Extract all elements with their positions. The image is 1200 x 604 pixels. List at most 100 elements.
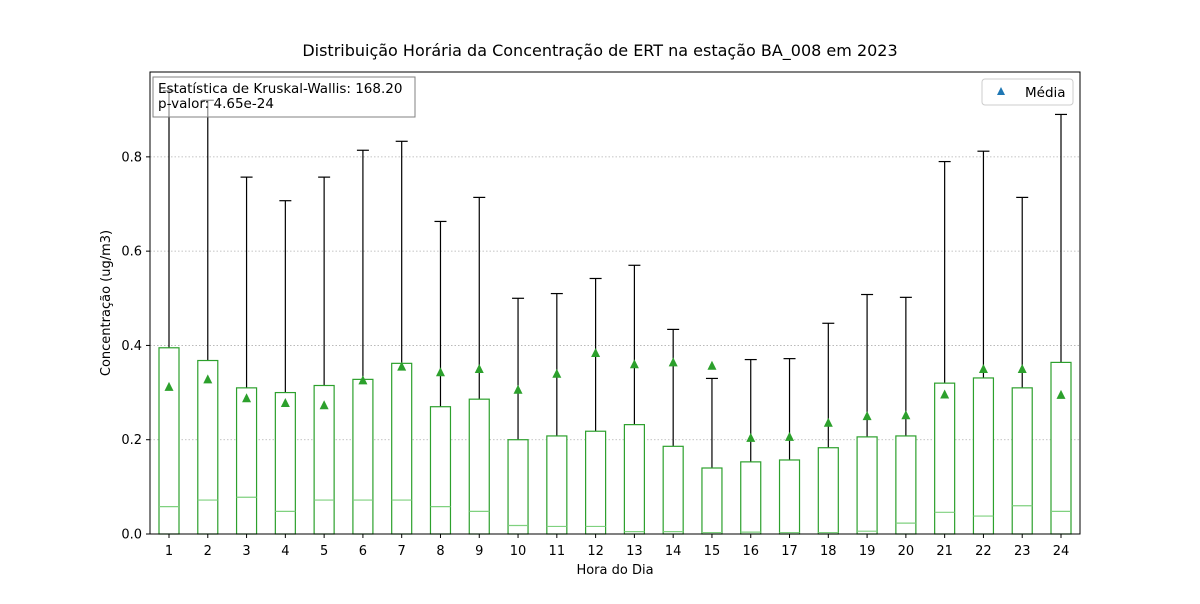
mean-marker (940, 389, 950, 399)
mean-marker (1056, 389, 1066, 399)
mean-marker (707, 360, 717, 370)
box-13 (623, 264, 645, 535)
box-3 (235, 176, 258, 535)
mean-marker (203, 374, 213, 384)
legend-label-mean: Média (1025, 85, 1066, 101)
box-body (662, 445, 684, 535)
box-body (197, 359, 219, 535)
box-body (1050, 361, 1072, 535)
box-5 (313, 176, 335, 535)
box-body (972, 377, 995, 535)
x-tick-label: 4 (281, 544, 289, 559)
mean-marker (474, 364, 484, 373)
box-body (1011, 387, 1033, 535)
legend-mean-triangle-icon (997, 87, 1005, 95)
x-tick-label: 5 (320, 544, 328, 559)
box-series (158, 90, 1072, 535)
x-tick-label: 18 (820, 544, 837, 559)
x-tick-label: 8 (436, 544, 444, 559)
box-body (934, 382, 956, 535)
y-axis: 0.0 0.2 0.4 0.6 0.8 (121, 150, 150, 543)
mean-marker (513, 384, 523, 394)
x-tick-label: 17 (781, 544, 798, 559)
mean-marker (978, 364, 988, 373)
box-4 (274, 200, 296, 535)
x-tick-label: 23 (1014, 544, 1031, 559)
box-8 (429, 220, 452, 535)
y-axis-label: Concentração (ug/m3) (99, 230, 114, 376)
x-tick-label: 13 (626, 544, 643, 559)
box-body (507, 439, 529, 535)
x-tick-label: 20 (898, 544, 915, 559)
mean-marker (591, 347, 601, 357)
box-body (235, 387, 258, 535)
box-24 (1050, 113, 1072, 535)
x-tick-label: 16 (742, 544, 759, 559)
box-7 (391, 140, 413, 535)
x-tick-label: 21 (936, 544, 953, 559)
mean-marker (668, 357, 678, 367)
stats-box: Estatística de Kruskal-Wallis: 168.20 p-… (152, 76, 416, 118)
x-tick-label: 24 (1053, 544, 1070, 559)
box-22 (972, 150, 995, 535)
x-tick-label: 15 (704, 544, 721, 559)
box-18 (817, 322, 839, 535)
box-body (817, 447, 839, 535)
x-tick-label: 19 (859, 544, 876, 559)
x-tick-label: 2 (204, 544, 212, 559)
box-body (701, 467, 723, 535)
x-tick-label: 1 (165, 544, 173, 559)
mean-marker (901, 410, 911, 420)
stats-line-kruskal: Estatística de Kruskal-Wallis: 168.20 (158, 81, 402, 97)
plot-frame (149, 71, 1081, 535)
box-body (429, 406, 452, 535)
stats-line-pvalue: p-valor: 4.65e-24 (158, 96, 274, 112)
box-2 (197, 99, 219, 535)
x-tick-label: 7 (398, 544, 406, 559)
box-9 (468, 196, 490, 535)
box-body (740, 461, 762, 535)
y-grid (150, 156, 1080, 441)
mean-marker (280, 397, 290, 407)
mean-marker (629, 359, 639, 369)
x-tick-label: 14 (665, 544, 682, 559)
mean-marker (164, 381, 174, 391)
x-tick-label: 3 (242, 544, 250, 559)
mean-marker (746, 432, 756, 442)
x-tick-label: 22 (975, 544, 992, 559)
x-tick-label: 11 (549, 544, 566, 559)
mean-markers (164, 347, 1066, 442)
x-tick-label: 10 (510, 544, 527, 559)
box-11 (546, 292, 568, 535)
legend: Média (981, 78, 1074, 106)
box-body (895, 435, 917, 535)
mean-marker (242, 393, 252, 403)
box-body (623, 424, 645, 535)
mean-marker (1017, 364, 1027, 373)
x-axis: 1 2 3 4 5 6 7 8 9 10 11 12 13 14 15 16 17 18 19 20 21 22 23 24 (165, 534, 1069, 559)
box-17 (778, 358, 801, 535)
box-16 (740, 358, 762, 535)
box-body (391, 362, 413, 535)
mean-marker (823, 417, 833, 427)
box-body (546, 435, 568, 535)
box-body (585, 430, 607, 535)
box-15 (701, 377, 723, 535)
mean-marker (397, 361, 407, 371)
box-12 (585, 277, 607, 535)
y-tick-label: 0.0 (121, 528, 142, 543)
mean-marker (785, 431, 795, 441)
box-23 (1011, 196, 1033, 535)
box-body (468, 398, 490, 535)
x-tick-label: 12 (587, 544, 604, 559)
mean-marker (862, 411, 872, 421)
x-tick-label: 9 (475, 544, 483, 559)
box-21 (934, 160, 956, 535)
box-body (856, 436, 878, 535)
y-tick-label: 0.8 (121, 150, 142, 165)
mean-marker (319, 400, 329, 410)
box-6 (352, 149, 374, 535)
y-tick-label: 0.2 (121, 433, 142, 448)
mean-marker (552, 368, 562, 378)
